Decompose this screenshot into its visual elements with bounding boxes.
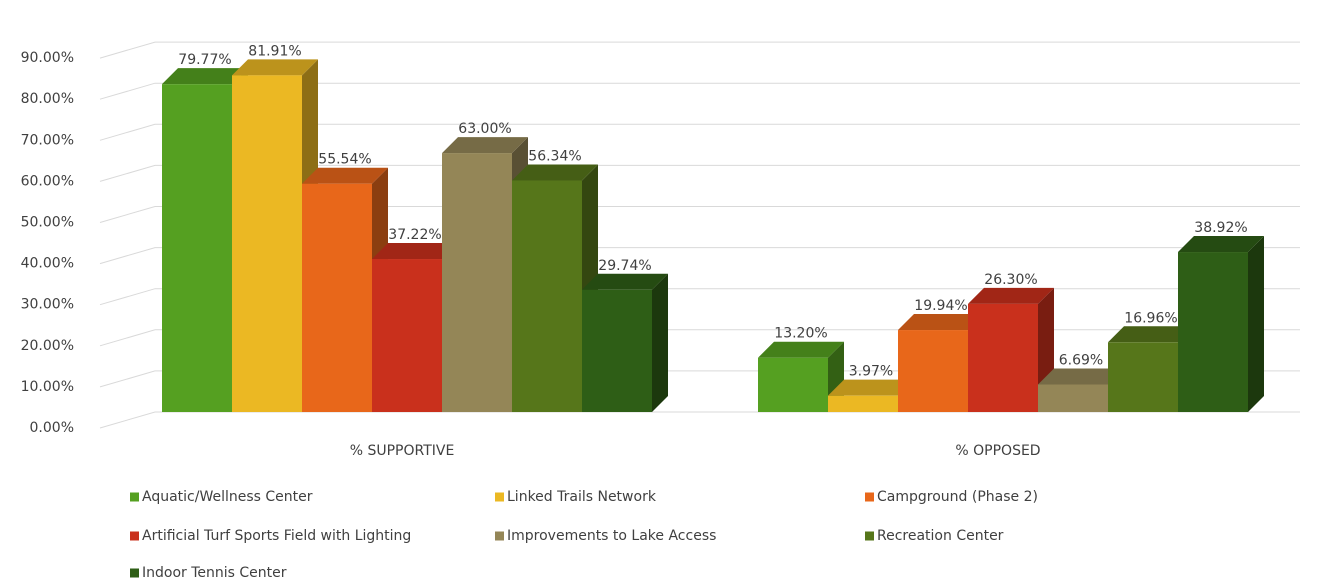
bar <box>968 303 1038 412</box>
bar <box>232 75 302 412</box>
value-label: 37.22% <box>388 227 441 243</box>
grid-line <box>99 288 1300 306</box>
grid-line <box>99 206 1300 223</box>
legend-swatch <box>495 531 504 541</box>
legend-swatch <box>865 531 874 541</box>
legend-swatch <box>130 492 139 502</box>
legend-swatch <box>130 531 139 541</box>
bar-top <box>162 68 248 85</box>
bar-top <box>302 167 388 184</box>
value-label: 56.34% <box>528 148 581 164</box>
grid-line <box>99 123 1300 141</box>
value-label: 26.30% <box>984 272 1037 288</box>
grid-line <box>99 41 1300 59</box>
bar-top <box>758 341 844 358</box>
bar <box>828 395 898 412</box>
y-tick-label: 90.00% <box>21 50 74 66</box>
bar-top <box>898 314 984 331</box>
x-tick-label: % SUPPORTIVE <box>350 443 455 459</box>
bar <box>162 84 232 413</box>
y-tick-label: 10.00% <box>21 379 74 395</box>
y-tick-label: 80.00% <box>21 91 74 107</box>
bar-top <box>582 273 668 290</box>
bar-side <box>1248 236 1264 412</box>
grid-line <box>99 411 1300 429</box>
legend-swatch <box>865 492 874 502</box>
bar <box>302 183 372 412</box>
legend-label: Aquatic/Wellness Center <box>142 489 313 505</box>
bar <box>582 289 652 412</box>
bar <box>512 180 582 412</box>
legend-swatch <box>130 568 139 578</box>
y-tick-label: 30.00% <box>21 297 74 313</box>
bar-top <box>1108 326 1194 343</box>
legend-label: Campground (Phase 2) <box>877 489 1038 505</box>
bar-top <box>1038 368 1124 385</box>
value-label: 81.91% <box>248 43 301 59</box>
y-tick-label: 70.00% <box>21 132 74 148</box>
bar-side <box>652 273 668 412</box>
bar-top <box>828 379 914 396</box>
value-label: 55.54% <box>318 152 371 168</box>
bar <box>372 259 442 412</box>
value-label: 6.69% <box>1059 353 1103 369</box>
grid-line <box>99 164 1300 182</box>
legend-label: Recreation Center <box>877 528 1004 544</box>
value-label: 16.96% <box>1124 310 1177 326</box>
grid-line <box>99 247 1300 265</box>
bar <box>1108 342 1178 412</box>
bar-top <box>442 137 528 154</box>
legend-swatch <box>495 492 504 502</box>
y-tick-label: 60.00% <box>21 173 74 189</box>
value-label: 79.77% <box>178 52 231 68</box>
y-tick-label: 50.00% <box>21 215 74 231</box>
grid-line <box>99 82 1300 100</box>
bar-top <box>372 243 458 260</box>
value-label: 63.00% <box>458 121 511 137</box>
legend-label: Artificial Turf Sports Field with Lighti… <box>142 528 411 544</box>
value-label: 3.97% <box>849 364 893 380</box>
bar-top <box>232 59 318 76</box>
bar <box>1178 252 1248 412</box>
bar-top <box>512 164 598 181</box>
bar <box>758 357 828 412</box>
legend-label: Improvements to Lake Access <box>507 528 716 544</box>
value-label: 38.92% <box>1194 220 1247 236</box>
value-label: 19.94% <box>914 298 967 314</box>
y-tick-label: 0.00% <box>30 420 74 436</box>
x-tick-label: % OPPOSED <box>955 443 1040 459</box>
bar-top <box>968 287 1054 304</box>
bar-top <box>1178 236 1264 253</box>
legend-label: Indoor Tennis Center <box>142 565 287 581</box>
legend-label: Linked Trails Network <box>507 489 657 505</box>
value-label: 13.20% <box>774 326 827 342</box>
y-tick-label: 20.00% <box>21 338 74 354</box>
bar <box>1038 384 1108 412</box>
bar <box>442 153 512 412</box>
value-label: 29.74% <box>598 258 651 274</box>
y-tick-label: 40.00% <box>21 256 74 272</box>
bar <box>898 330 968 412</box>
